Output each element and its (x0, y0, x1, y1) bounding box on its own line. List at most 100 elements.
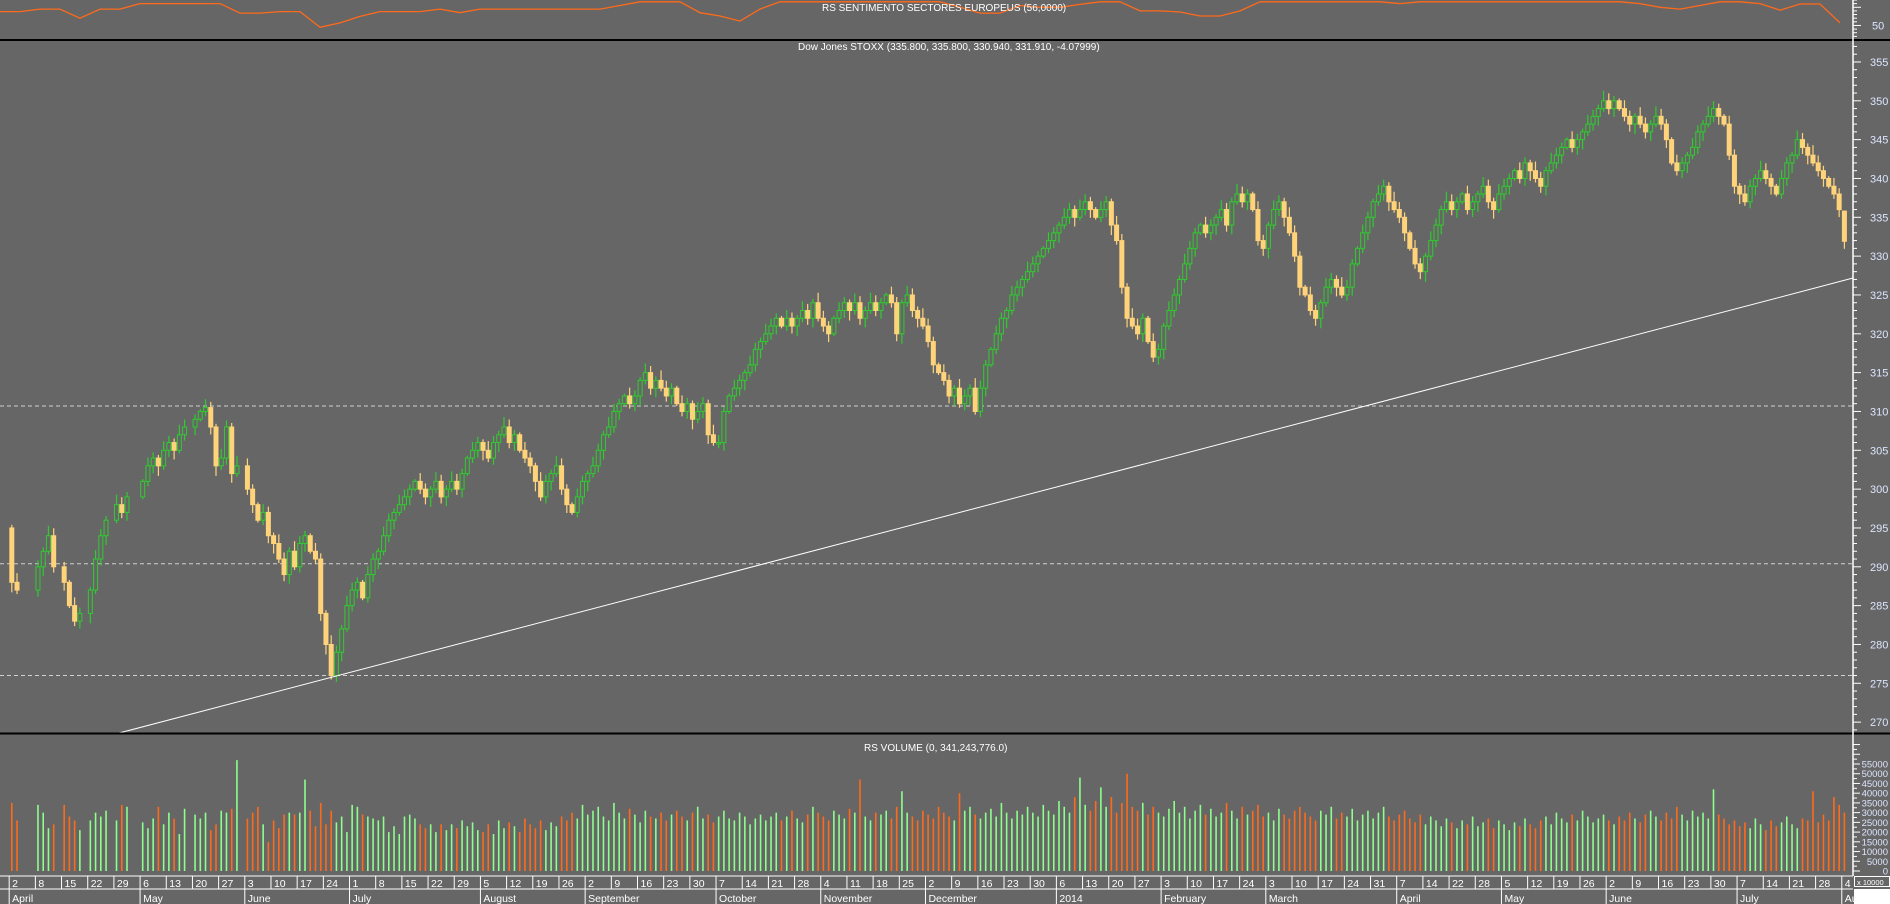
candle-up (1019, 278, 1025, 288)
week-label: 6 (143, 878, 149, 890)
candle-up (1501, 185, 1507, 195)
candle-down (1726, 123, 1732, 156)
month-label: May (143, 893, 164, 904)
candle-up (1695, 131, 1701, 148)
candle-down (213, 426, 219, 467)
candle-down (1129, 317, 1135, 327)
candle-up (103, 519, 109, 537)
y-tick-label: 15000 (1862, 837, 1888, 848)
candle-up (1025, 271, 1031, 280)
week-label: 8 (38, 878, 44, 890)
candle-down (1302, 286, 1308, 296)
week-label: 28 (1819, 878, 1831, 890)
candle-up (470, 449, 476, 459)
candle-up (433, 480, 439, 490)
candle-down (250, 488, 256, 506)
candle-down (705, 403, 711, 436)
candle-up (1328, 278, 1334, 288)
candle-up (967, 387, 973, 397)
candle-down (61, 566, 67, 583)
candle-up (443, 488, 449, 498)
week-label: 14 (1766, 878, 1778, 890)
week-label: 16 (981, 878, 993, 890)
candle-up (1061, 216, 1067, 226)
month-label: February (1164, 893, 1207, 904)
candle-down (1773, 185, 1779, 195)
candle-down (517, 434, 523, 451)
month-label: March (1269, 893, 1298, 904)
candle-up (1197, 224, 1203, 234)
candle-up (1171, 294, 1177, 311)
candle-up (1784, 162, 1790, 179)
week-label: 19 (536, 878, 548, 890)
week-label: 30 (693, 878, 705, 890)
candle-up (1192, 232, 1198, 249)
week-label: 10 (1295, 878, 1307, 890)
candle-up (218, 457, 224, 467)
candle-down (1805, 146, 1811, 156)
candle-up (114, 504, 120, 521)
week-label: 2 (928, 878, 934, 890)
candle-up (784, 317, 790, 327)
candle-down (208, 407, 214, 428)
week-label: 26 (562, 878, 574, 890)
candle-up (1009, 294, 1015, 311)
candle-up (1051, 232, 1057, 242)
candle-down (1491, 201, 1497, 211)
candle-up (1779, 177, 1785, 195)
candle-up (1789, 154, 1795, 164)
candle-up (1632, 115, 1638, 125)
candle-down (1669, 139, 1675, 164)
y-tick-label: 0 (1883, 867, 1888, 878)
candle-up (1004, 309, 1010, 319)
candle-down (1737, 185, 1743, 195)
candle-up (349, 589, 355, 607)
candle-up (600, 434, 606, 451)
trendline (118, 277, 1854, 734)
week-label: 11 (850, 878, 861, 890)
candle-down (1339, 286, 1345, 296)
candle-up (1370, 201, 1376, 218)
week-label: 9 (1635, 878, 1641, 890)
y-tick-label: 330 (1870, 251, 1888, 263)
candle-up (192, 418, 198, 428)
candle-down (1721, 115, 1727, 125)
candle-up (799, 309, 805, 319)
y-tick-label: 55000 (1862, 760, 1888, 771)
candle-up (611, 410, 617, 428)
candle-down (1658, 115, 1664, 125)
week-label: 16 (1662, 878, 1674, 890)
week-label: 15 (405, 878, 417, 890)
candle-down (1412, 247, 1418, 265)
candle-up (1758, 170, 1764, 179)
multiplier-label: x 10000 (1857, 878, 1884, 887)
candle-down (1815, 162, 1821, 172)
candle-up (1653, 115, 1659, 125)
week-label: 25 (902, 878, 914, 890)
candle-down (909, 294, 915, 311)
candle-up (742, 372, 748, 381)
candle-down (1250, 193, 1256, 211)
candle-down (1093, 209, 1099, 218)
week-label: 28 (798, 878, 810, 890)
week-label: 2 (588, 878, 594, 890)
candle-up (810, 302, 816, 319)
candle-down (1637, 115, 1643, 125)
week-label: 4 (1845, 878, 1851, 890)
candle-down (1831, 185, 1837, 195)
candle-down (1532, 170, 1538, 179)
candle-up (1506, 177, 1512, 187)
candle-down (1114, 224, 1120, 242)
month-label: October (719, 893, 757, 904)
y-tick-label: 320 (1870, 329, 1888, 341)
week-label: 24 (1347, 878, 1359, 890)
candle-up (951, 387, 957, 397)
candle-up (234, 465, 240, 475)
candle-down (1396, 209, 1402, 218)
week-label: 17 (1216, 878, 1228, 890)
y-tick-label: 350 (1870, 96, 1888, 108)
candle-up (758, 341, 764, 350)
candle-down (820, 317, 826, 327)
candle-down (925, 325, 931, 343)
candle-up (862, 309, 868, 319)
